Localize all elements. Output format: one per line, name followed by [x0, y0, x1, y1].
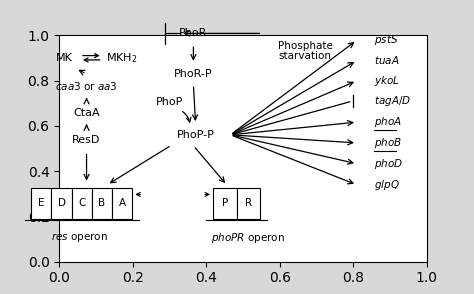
Text: $\it{caa3}$ or $\it{aa3}$: $\it{caa3}$ or $\it{aa3}$: [55, 80, 118, 92]
Text: A: A: [118, 198, 126, 208]
Text: P: P: [222, 198, 228, 208]
Text: PhoR-P: PhoR-P: [174, 69, 213, 79]
Text: $\it{phoD}$: $\it{phoD}$: [374, 157, 403, 171]
Text: $\it{pstS}$: $\it{pstS}$: [374, 33, 399, 47]
Bar: [112, 188, 132, 219]
Bar: [51, 188, 72, 219]
Text: B: B: [99, 198, 106, 208]
Text: Phosphate: Phosphate: [278, 41, 333, 51]
Text: $\it{phoPR}$ operon: $\it{phoPR}$ operon: [211, 230, 285, 245]
Text: $\it{phoB}$: $\it{phoB}$: [374, 136, 402, 150]
Text: ResD: ResD: [73, 135, 101, 145]
Text: E: E: [38, 198, 45, 208]
Bar: [213, 188, 237, 219]
Text: $\it{ykoL}$: $\it{ykoL}$: [374, 74, 400, 88]
Text: C: C: [78, 198, 85, 208]
Bar: [92, 188, 112, 219]
Text: $\it{tagA/D}$: $\it{tagA/D}$: [374, 94, 411, 108]
Text: starvation: starvation: [278, 51, 331, 61]
Bar: [72, 188, 92, 219]
Text: PhoR: PhoR: [179, 29, 208, 39]
Text: $\it{tuaA}$: $\it{tuaA}$: [374, 54, 400, 66]
Text: $\it{res}$ operon: $\it{res}$ operon: [51, 231, 108, 244]
Text: PhoP-P: PhoP-P: [177, 130, 215, 140]
Bar: [31, 188, 51, 219]
Text: MK: MK: [56, 53, 73, 63]
Text: MKH$_2$: MKH$_2$: [106, 51, 137, 65]
Text: $\it{phoA}$: $\it{phoA}$: [374, 115, 402, 129]
Text: PhoP: PhoP: [156, 97, 183, 107]
Text: D: D: [57, 198, 65, 208]
Text: $\it{glpQ}$: $\it{glpQ}$: [374, 178, 400, 192]
Text: CtaA: CtaA: [73, 108, 100, 118]
Bar: [237, 188, 260, 219]
Text: R: R: [245, 198, 252, 208]
